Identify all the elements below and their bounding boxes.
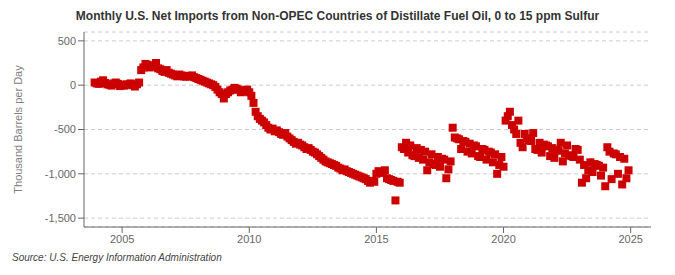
svg-text:2010: 2010 [237,233,261,245]
svg-text:Thousand Barrels per Day: Thousand Barrels per Day [12,65,24,194]
html-text:Monthly U.S. Net Imports from: Monthly U.S. Net Imports from Non-OPEC C… [75,9,600,23]
svg-text:0: 0 [70,79,76,91]
svg-text:2025: 2025 [618,233,642,245]
svg-text:2015: 2015 [364,233,388,245]
svg-text:-1,500: -1,500 [45,212,76,224]
svg-text:-500: -500 [54,123,76,135]
svg-text:2005: 2005 [110,233,134,245]
svg-text:-1,000: -1,000 [45,168,76,180]
svg-text:2020: 2020 [491,233,515,245]
svg-text:500: 500 [58,35,76,47]
html-text:Source: U.S. Energy Informatio: Source: U.S. Energy Information Administ… [12,252,222,263]
